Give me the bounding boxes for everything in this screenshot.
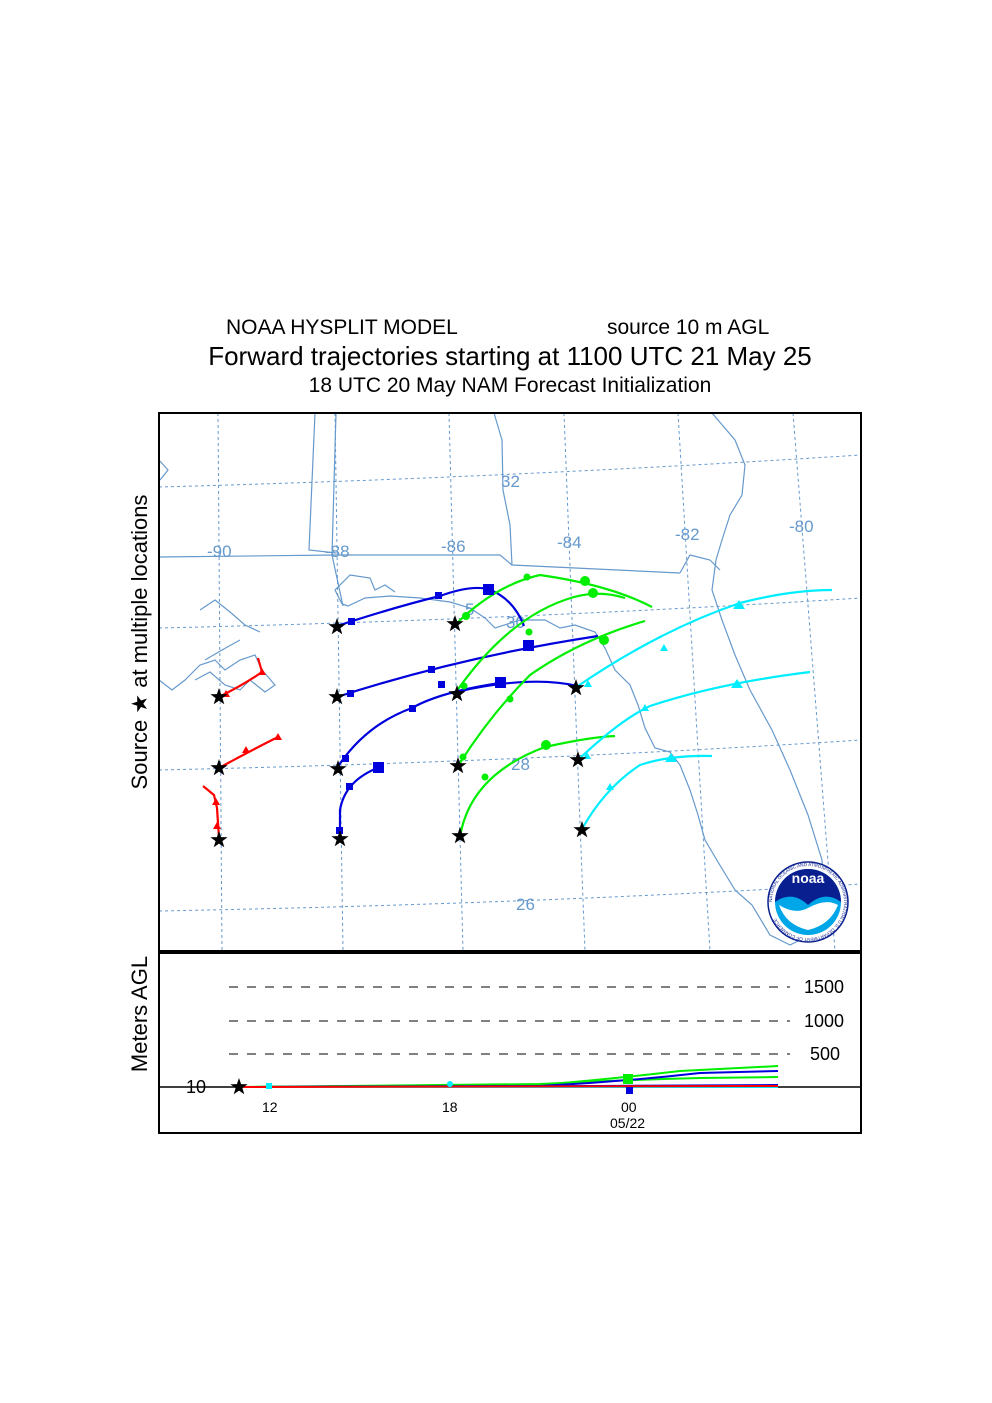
height-label-1500: 1500 [804,977,844,997]
height-label-500: 500 [810,1044,840,1064]
time-tick-00: 00 [621,1099,637,1115]
date-label: 05/22 [610,1115,645,1131]
lon-label-90: -90 [207,542,232,561]
lon-label-80: -80 [789,517,814,536]
trajectory-green-4 [458,734,616,838]
height-marker [266,1083,272,1089]
trajectory-green-2 [455,592,626,693]
height-traces [237,1065,779,1088]
time-tick-18: 18 [442,1099,458,1115]
height-marker [626,1087,633,1094]
trajectory-cyan-1 [577,588,833,687]
lon-label-84: -84 [557,533,582,552]
lat-label-26: 26 [516,895,535,914]
source-height-label: 10 [186,1077,206,1097]
lat-label-32: 32 [501,472,520,491]
trajectories [202,573,833,839]
trajectory-cyan-2 [577,670,811,761]
trajectory-cyan-3 [581,754,713,830]
graticule [159,413,861,951]
height-marker [623,1074,633,1084]
lon-label-88: -88 [325,542,350,561]
source-height-title: source 10 m AGL [607,316,770,339]
trajectory-green-1 [454,573,653,626]
trajectory-green-3 [457,619,646,767]
map-panel: -90 -88 -86 -84 -82 -80 32 30 28 26 5 [158,412,862,952]
trajectory-group-cyan [577,588,833,830]
height-label-1000: 1000 [804,1011,844,1031]
forecast-subtitle: 18 UTC 20 May NAM Forecast Initializatio… [308,374,712,397]
noaa-logo-text: noaa [792,870,825,886]
height-marker [447,1081,453,1087]
main-title: Forward trajectories starting at 1100 UT… [208,341,812,371]
graticule-labels: -90 -88 -86 -84 -82 -80 32 30 28 26 5 [207,472,814,914]
lon-label-86: -86 [441,537,466,556]
lon-label-82: -82 [675,525,700,544]
time-tick-12: 12 [262,1099,278,1115]
map-extra-label: 5 [465,600,474,619]
trajectory-markers [212,573,745,834]
markers-green [459,573,609,781]
trajectory-group-green [454,573,653,838]
markers-blue [336,584,534,834]
model-title: NOAA HYSPLIT MODEL [226,316,458,339]
coastline-and-borders [159,413,826,946]
trajectory-blue-1 [336,586,526,628]
trajectory-blue-2 [336,634,599,699]
height-panel: 1500 1000 500 10 12 18 00 05/22 [158,952,862,1134]
height-reference-lines [229,986,790,1055]
noaa-logo: noaa NATIONAL OCEANIC AND ATMOSPHERIC AD… [767,861,849,943]
